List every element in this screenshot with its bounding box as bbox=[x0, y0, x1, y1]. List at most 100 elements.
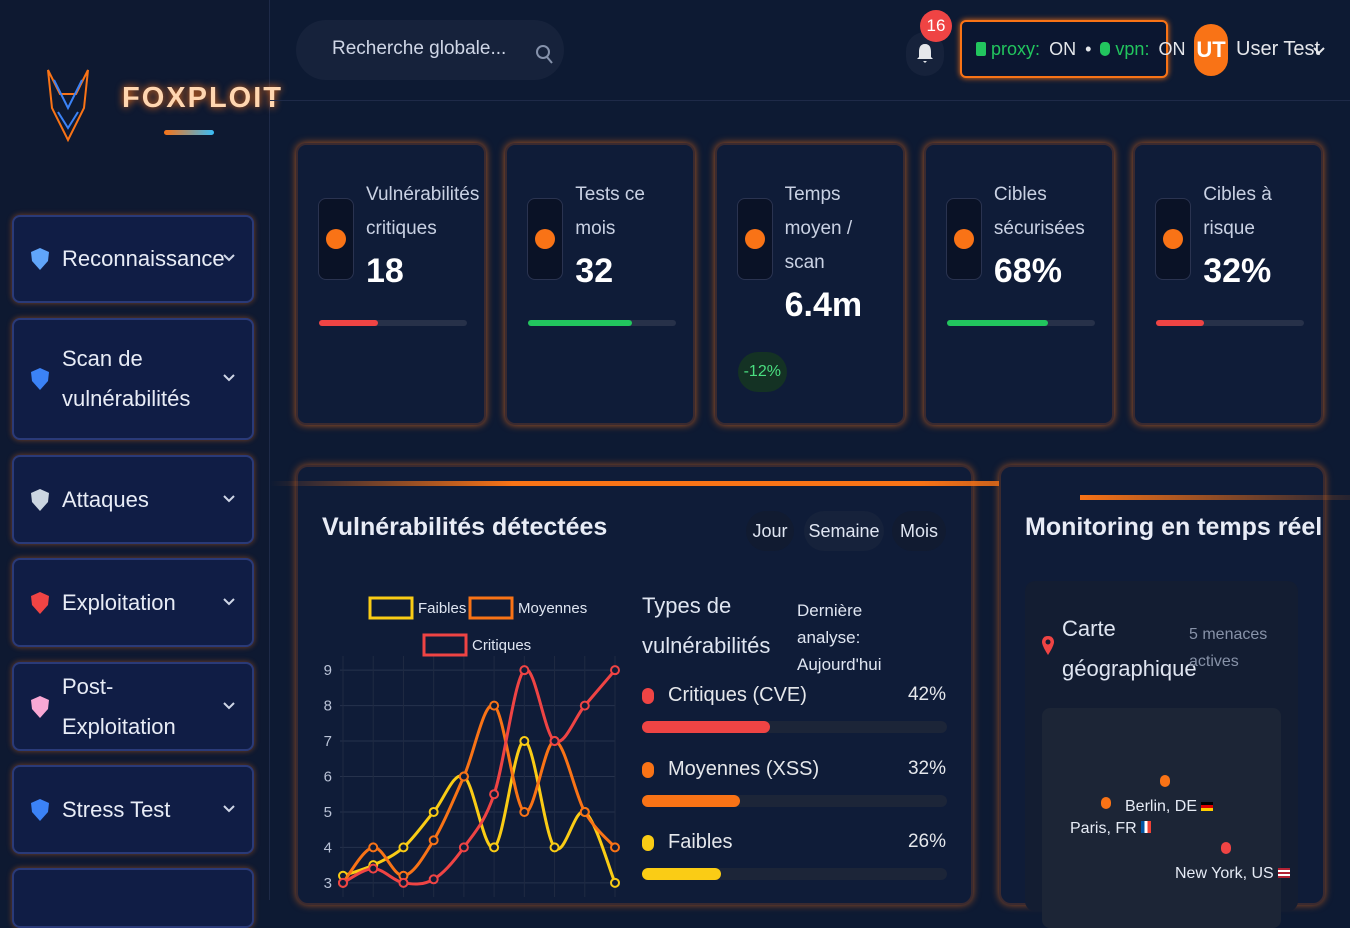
stat-icon bbox=[744, 229, 765, 249]
chevron bbox=[223, 494, 235, 502]
type-bar bbox=[642, 794, 740, 807]
stat-text: Tests ce mois 32 bbox=[575, 178, 685, 296]
icon-shape bbox=[953, 229, 974, 249]
vpn-state: ON bbox=[1158, 39, 1186, 59]
data-point bbox=[579, 806, 590, 817]
sidebar: FOXPLOIT Reconnaissance Scan de vulnérabi… bbox=[0, 0, 281, 928]
user-avatar[interactable]: UT bbox=[1194, 24, 1228, 76]
data-point bbox=[549, 736, 560, 747]
nav-item[interactable]: Scan de vulnérabilités bbox=[12, 318, 254, 440]
type-dot bbox=[642, 835, 654, 851]
stat-value: 32 bbox=[575, 252, 614, 290]
icon-shape bbox=[31, 248, 49, 270]
line-chart: 3 4 5 6 7 8 9 Faibles Moyennes Critiques bbox=[324, 596, 620, 897]
icon-shape bbox=[31, 591, 49, 614]
y-tick-label: 8 bbox=[324, 698, 332, 715]
stat-icon-box bbox=[1155, 198, 1192, 280]
data-point bbox=[368, 863, 379, 874]
search-box[interactable]: Recherche globale... bbox=[296, 20, 564, 80]
chevron bbox=[223, 701, 235, 709]
nav-item[interactable]: Exploitation bbox=[12, 558, 254, 647]
stat-value: 32% bbox=[1203, 252, 1272, 290]
bell-icon bbox=[917, 44, 933, 63]
type-track bbox=[642, 868, 947, 880]
stat-card: Cibles sécurisées 68% bbox=[923, 143, 1114, 425]
vpn-label: vpn: bbox=[1115, 39, 1150, 59]
data-point bbox=[519, 806, 530, 817]
type-bar bbox=[642, 868, 722, 880]
map-title: Carte géographique bbox=[1062, 616, 1197, 681]
y-tick-label: 7 bbox=[324, 733, 332, 750]
data-point bbox=[489, 789, 500, 800]
data-point bbox=[368, 842, 379, 853]
type-percent: 32% bbox=[907, 757, 946, 779]
top-bar: Recherche globale... 16 proxy: ON • vpn:… bbox=[270, 0, 1350, 101]
stat-value: 68% bbox=[993, 252, 1062, 290]
threat-count: 5 menaces actives bbox=[1189, 626, 1268, 670]
stat-icon-box bbox=[318, 198, 354, 280]
accent-line bbox=[270, 481, 1080, 486]
notification-button[interactable]: 16 bbox=[906, 10, 952, 76]
nav-item[interactable]: Stress Test bbox=[12, 765, 254, 854]
stat-icon-box bbox=[527, 198, 564, 280]
progress-track bbox=[319, 320, 467, 326]
data-point bbox=[549, 842, 560, 853]
period-tab[interactable]: Semaine bbox=[804, 511, 884, 551]
chevron bbox=[223, 374, 235, 382]
icon-shape bbox=[535, 229, 556, 249]
data-point bbox=[398, 877, 409, 888]
nav-label: Scan de vulnérabilités bbox=[62, 346, 191, 411]
stat-value: 6.4m bbox=[784, 286, 863, 324]
separator: • bbox=[1085, 39, 1092, 59]
location-name: Berlin, DE bbox=[1125, 798, 1198, 815]
nav-chevron bbox=[223, 374, 235, 382]
type-track bbox=[642, 794, 947, 807]
progress-fill bbox=[319, 320, 379, 326]
stat-label: Vulnérabilités critiques bbox=[366, 184, 480, 239]
type-dot bbox=[642, 761, 654, 778]
data-point bbox=[610, 877, 620, 888]
nav-label: Stress Test bbox=[62, 796, 171, 822]
nav-label: Post-Exploitation bbox=[62, 673, 176, 739]
legend-label: Critiques bbox=[472, 637, 531, 654]
stat-icon bbox=[1163, 229, 1184, 249]
type-name: Critiques (CVE) bbox=[668, 684, 807, 706]
nav-icon bbox=[31, 695, 49, 718]
nav-item[interactable] bbox=[12, 868, 254, 928]
period-tab[interactable]: Jour bbox=[746, 511, 794, 551]
nav-label: Reconnaissance bbox=[62, 246, 225, 271]
progress-fill bbox=[946, 320, 1048, 326]
stat-text: Temps moyen / scan 6.4m bbox=[785, 178, 895, 330]
stat-icon-box bbox=[945, 198, 982, 280]
stat-value: 18 bbox=[366, 252, 404, 290]
chevron bbox=[223, 597, 235, 605]
data-point bbox=[428, 835, 439, 846]
monitoring-title: Monitoring en temps réel bbox=[1025, 513, 1323, 541]
data-point bbox=[489, 842, 500, 853]
nav-item[interactable]: Reconnaissance bbox=[12, 215, 254, 303]
period-tab[interactable]: Mois bbox=[892, 511, 946, 551]
map-dot bbox=[1101, 797, 1111, 809]
flag bbox=[1201, 802, 1214, 811]
data-point bbox=[579, 700, 590, 711]
type-track bbox=[642, 721, 947, 733]
stat-card: Tests ce mois 32 bbox=[505, 143, 696, 425]
legend-label: Faibles bbox=[418, 600, 466, 617]
stat-card: Cibles à risque 32% bbox=[1133, 143, 1324, 425]
user-name[interactable]: User Test bbox=[1236, 38, 1321, 60]
data-point bbox=[458, 842, 469, 853]
stat-icon-box bbox=[736, 198, 773, 280]
nav-item[interactable]: Attaques bbox=[12, 455, 254, 544]
nav-chevron bbox=[223, 804, 235, 812]
stat-text: Cibles à risque 32% bbox=[1203, 178, 1313, 296]
map-dot bbox=[1221, 842, 1231, 854]
nav-label: Exploitation bbox=[62, 589, 176, 615]
series-line bbox=[341, 704, 617, 884]
data-point bbox=[398, 842, 409, 853]
nav-item[interactable]: Post-Exploitation bbox=[12, 662, 254, 751]
type-name: Faibles bbox=[668, 831, 733, 853]
data-point bbox=[610, 842, 620, 853]
search-icon bbox=[536, 45, 553, 64]
nav-icon bbox=[31, 488, 49, 511]
y-tick-label: 6 bbox=[324, 769, 332, 786]
